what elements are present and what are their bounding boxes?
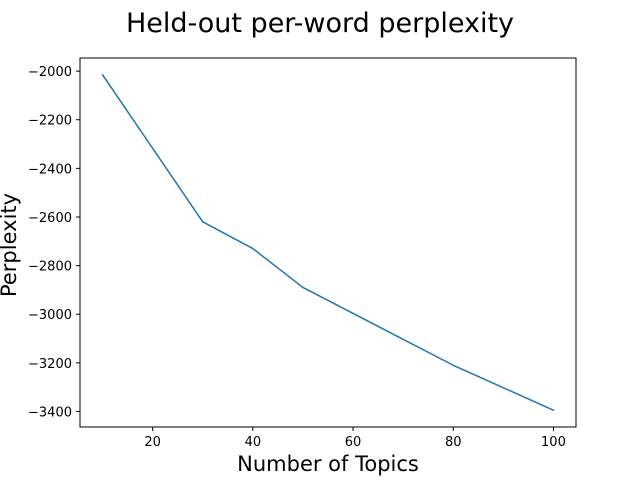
- series-line: [101, 74, 554, 411]
- x-tick-label: 40: [245, 435, 262, 450]
- data-point: [452, 364, 455, 367]
- data-point: [101, 74, 104, 76]
- series-layer: [101, 74, 555, 411]
- y-tick-label: −2200: [28, 114, 72, 129]
- chart-title: Held-out per-word perplexity: [126, 8, 514, 39]
- y-tick-label: −2600: [28, 211, 72, 226]
- x-tick-label: 80: [445, 435, 462, 450]
- y-tick-label: −3400: [28, 405, 72, 420]
- plot-area: [79, 57, 577, 428]
- data-point: [552, 409, 555, 411]
- y-axis-ticks: −2000 −2200 −2400 −2600 −2800 −3000 −3200 −3400: [28, 65, 80, 420]
- x-tick-label: 100: [541, 435, 566, 450]
- y-tick-label: −2000: [28, 65, 72, 80]
- y-tick-label: −3000: [28, 308, 72, 323]
- x-tick-label: 20: [144, 435, 161, 450]
- y-tick-label: −2800: [28, 260, 72, 275]
- data-point: [201, 221, 204, 223]
- x-axis-ticks: 20 40 60 80 100: [144, 427, 566, 450]
- y-axis-label: Perplexity: [0, 193, 21, 297]
- y-tick-label: −2400: [28, 162, 72, 177]
- y-tick-label: −3200: [28, 357, 72, 372]
- data-point: [252, 247, 254, 250]
- x-tick-label: 60: [345, 435, 362, 450]
- data-point: [302, 286, 304, 289]
- x-axis-label: Number of Topics: [237, 452, 419, 476]
